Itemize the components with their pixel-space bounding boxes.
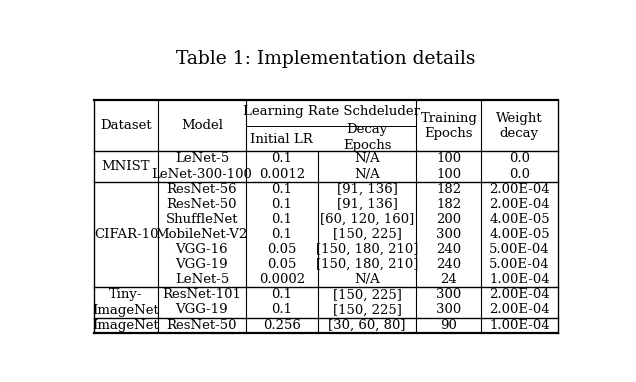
Text: 300: 300 — [436, 228, 462, 241]
Text: 4.00E-05: 4.00E-05 — [489, 228, 550, 241]
Text: 0.1: 0.1 — [272, 228, 293, 241]
Text: Learning Rate Schdeluder: Learning Rate Schdeluder — [243, 105, 420, 118]
Text: Decay
Epochs: Decay Epochs — [343, 123, 391, 152]
Text: 4.00E-05: 4.00E-05 — [489, 213, 550, 226]
Text: Weight
decay: Weight decay — [496, 112, 543, 140]
Text: CIFAR-10: CIFAR-10 — [93, 228, 158, 241]
Text: [150, 180, 210]: [150, 180, 210] — [316, 243, 418, 256]
Text: LeNet-300-100: LeNet-300-100 — [151, 168, 252, 181]
Text: Training
Epochs: Training Epochs — [420, 112, 477, 140]
Text: 0.0012: 0.0012 — [259, 168, 305, 181]
Text: 5.00E-04: 5.00E-04 — [489, 258, 550, 271]
Text: 182: 182 — [436, 183, 461, 196]
Text: 240: 240 — [436, 258, 461, 271]
Text: 2.00E-04: 2.00E-04 — [489, 288, 550, 301]
Text: Initial LR: Initial LR — [251, 133, 313, 146]
Text: LeNet-5: LeNet-5 — [175, 152, 229, 165]
Text: 2.00E-04: 2.00E-04 — [489, 198, 550, 211]
Text: Model: Model — [181, 119, 223, 132]
Text: 24: 24 — [441, 273, 457, 286]
Text: 0.05: 0.05 — [267, 258, 296, 271]
Text: 0.1: 0.1 — [272, 152, 293, 165]
Text: 0.1: 0.1 — [272, 198, 293, 211]
Text: N/A: N/A — [354, 168, 380, 181]
Text: Dataset: Dataset — [100, 119, 152, 132]
Text: Tiny-
ImageNet: Tiny- ImageNet — [93, 288, 160, 317]
Text: 0.0: 0.0 — [509, 168, 530, 181]
Text: [150, 180, 210]: [150, 180, 210] — [316, 258, 418, 271]
Text: ShuffleNet: ShuffleNet — [165, 213, 238, 226]
Text: 0.1: 0.1 — [272, 213, 293, 226]
Text: 1.00E-04: 1.00E-04 — [489, 273, 550, 286]
Text: [91, 136]: [91, 136] — [336, 183, 398, 196]
Text: [30, 60, 80]: [30, 60, 80] — [328, 319, 406, 332]
Text: N/A: N/A — [354, 273, 380, 286]
Text: [150, 225]: [150, 225] — [333, 303, 401, 316]
Text: MobileNet-V2: MobileNet-V2 — [156, 228, 248, 241]
Text: [150, 225]: [150, 225] — [333, 288, 401, 301]
Text: 0.1: 0.1 — [272, 303, 293, 316]
Text: 2.00E-04: 2.00E-04 — [489, 303, 550, 316]
Text: LeNet-5: LeNet-5 — [175, 273, 229, 286]
Text: 100: 100 — [436, 168, 461, 181]
Text: VGG-16: VGG-16 — [176, 243, 228, 256]
Text: 2.00E-04: 2.00E-04 — [489, 183, 550, 196]
Text: 1.00E-04: 1.00E-04 — [489, 319, 550, 332]
Text: Table 1: Implementation details: Table 1: Implementation details — [176, 50, 476, 68]
Text: 300: 300 — [436, 303, 462, 316]
Text: ResNet-56: ResNet-56 — [167, 183, 237, 196]
Text: N/A: N/A — [354, 152, 380, 165]
Text: [150, 225]: [150, 225] — [333, 228, 401, 241]
Text: 90: 90 — [440, 319, 457, 332]
Text: [60, 120, 160]: [60, 120, 160] — [320, 213, 414, 226]
Text: VGG-19: VGG-19 — [176, 303, 228, 316]
Text: 0.1: 0.1 — [272, 288, 293, 301]
Text: 0.0002: 0.0002 — [259, 273, 305, 286]
Text: 182: 182 — [436, 198, 461, 211]
Text: 100: 100 — [436, 152, 461, 165]
Text: ResNet-50: ResNet-50 — [167, 198, 237, 211]
Text: MNIST: MNIST — [102, 160, 150, 173]
Text: ResNet-50: ResNet-50 — [167, 319, 237, 332]
Text: 5.00E-04: 5.00E-04 — [489, 243, 550, 256]
Text: 0.1: 0.1 — [272, 183, 293, 196]
Text: 0.05: 0.05 — [267, 243, 296, 256]
Text: 300: 300 — [436, 288, 462, 301]
Text: 0.0: 0.0 — [509, 152, 530, 165]
Text: VGG-19: VGG-19 — [176, 258, 228, 271]
Text: 200: 200 — [436, 213, 461, 226]
Text: 240: 240 — [436, 243, 461, 256]
Text: [91, 136]: [91, 136] — [336, 198, 398, 211]
Text: 0.256: 0.256 — [263, 319, 301, 332]
Text: ResNet-101: ResNet-101 — [162, 288, 241, 301]
Text: ImageNet: ImageNet — [93, 319, 160, 332]
